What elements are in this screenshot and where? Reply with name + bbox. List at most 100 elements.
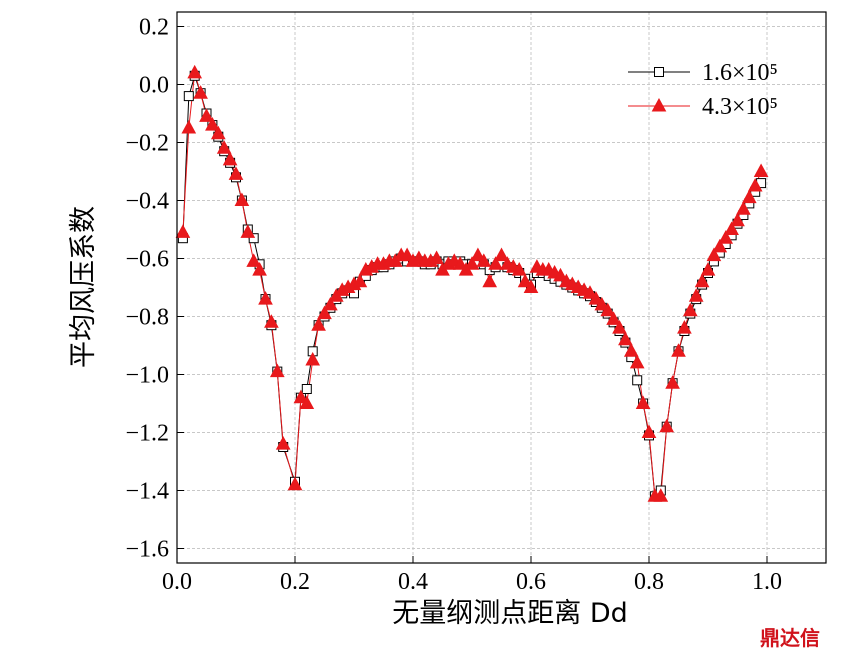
marker xyxy=(730,212,745,227)
marker xyxy=(175,224,191,238)
marker xyxy=(688,288,704,302)
marker xyxy=(736,201,751,215)
marker xyxy=(305,351,321,366)
legend-label: 4.3×10⁵ xyxy=(702,94,778,120)
y-tick-label: −1.0 xyxy=(125,363,169,389)
x-tick-label: 0.0 xyxy=(162,569,192,595)
y-tick-label: 0.2 xyxy=(139,15,169,41)
marker xyxy=(252,262,267,276)
marker xyxy=(234,192,250,206)
marker xyxy=(700,262,716,276)
marker xyxy=(629,354,645,369)
marker xyxy=(293,389,309,404)
marker xyxy=(275,436,291,450)
x-axis-label: 无量纲测点距离 Dd xyxy=(392,598,628,629)
x-tick-label: 0.4 xyxy=(398,569,428,595)
legend-label: 1.6×10⁵ xyxy=(702,60,778,86)
marker xyxy=(618,331,633,346)
marker xyxy=(187,64,203,79)
marker xyxy=(712,238,728,253)
plot xyxy=(175,64,769,502)
y-tick-label: −0.4 xyxy=(125,189,169,215)
marker xyxy=(635,395,651,409)
series-line xyxy=(182,74,762,498)
y-tick-label: 0.0 xyxy=(139,73,169,99)
x-tick-label: 0.8 xyxy=(634,569,664,595)
marker xyxy=(452,256,468,270)
marker xyxy=(464,256,480,270)
marker xyxy=(641,424,657,438)
marker xyxy=(222,151,238,166)
marker xyxy=(199,108,214,122)
marker xyxy=(517,273,533,288)
marker xyxy=(724,221,739,235)
marker xyxy=(588,291,604,305)
marker xyxy=(205,117,220,131)
marker xyxy=(741,189,757,204)
marker xyxy=(553,267,568,282)
legend-marker xyxy=(654,67,664,77)
marker xyxy=(659,418,675,433)
marker xyxy=(482,273,498,288)
marker xyxy=(287,476,303,491)
marker xyxy=(694,273,710,288)
marker xyxy=(264,314,279,328)
y-tick-label: −1.2 xyxy=(125,421,169,447)
y-tick-label: −0.6 xyxy=(125,247,169,273)
marker xyxy=(399,247,415,262)
marker xyxy=(193,85,208,99)
marker xyxy=(600,302,616,317)
marker xyxy=(612,320,627,334)
marker xyxy=(269,363,285,378)
marker xyxy=(258,291,273,305)
marker xyxy=(632,375,643,386)
marker xyxy=(623,343,639,357)
marker xyxy=(671,343,686,357)
marker xyxy=(429,250,444,264)
legend: 1.6×10⁵ 4.3×10⁵ xyxy=(628,60,778,120)
marker xyxy=(606,311,621,325)
marker xyxy=(299,395,315,409)
marker xyxy=(677,320,692,334)
marker xyxy=(301,384,312,394)
marker xyxy=(216,140,232,154)
x-tick-label: 0.6 xyxy=(516,569,546,595)
x-tick-label: 1.0 xyxy=(752,569,782,595)
marker xyxy=(523,279,539,293)
y-tick-label: −1.4 xyxy=(125,479,169,505)
marker xyxy=(682,302,698,317)
marker xyxy=(183,91,194,102)
marker xyxy=(706,247,722,262)
plot-frame xyxy=(176,11,827,564)
marker xyxy=(240,224,256,238)
y-tick-label: −1.6 xyxy=(125,537,169,563)
marker xyxy=(181,119,197,134)
marker xyxy=(352,273,368,288)
marker xyxy=(311,317,326,331)
x-tick-label: 0.2 xyxy=(280,569,310,595)
y-tick-label: −0.2 xyxy=(125,131,169,157)
marker xyxy=(317,305,332,320)
marker xyxy=(653,488,669,502)
marker xyxy=(718,230,734,244)
marker xyxy=(511,262,527,276)
marker xyxy=(246,253,262,267)
marker xyxy=(753,163,769,177)
marker xyxy=(476,253,492,267)
marker xyxy=(494,247,509,262)
watermark: 鼎达信 xyxy=(760,626,820,650)
legend-marker xyxy=(651,97,667,112)
marker xyxy=(470,247,486,262)
marker xyxy=(488,256,503,270)
marker xyxy=(594,296,610,311)
marker xyxy=(747,177,763,192)
y-axis-label: 平均风压系数 xyxy=(68,206,99,368)
marker xyxy=(323,296,338,311)
marker xyxy=(210,125,226,140)
y-tick-label: −0.8 xyxy=(125,305,169,331)
marker xyxy=(248,233,259,244)
marker xyxy=(665,375,680,389)
marker xyxy=(582,285,598,299)
marker xyxy=(228,166,244,180)
